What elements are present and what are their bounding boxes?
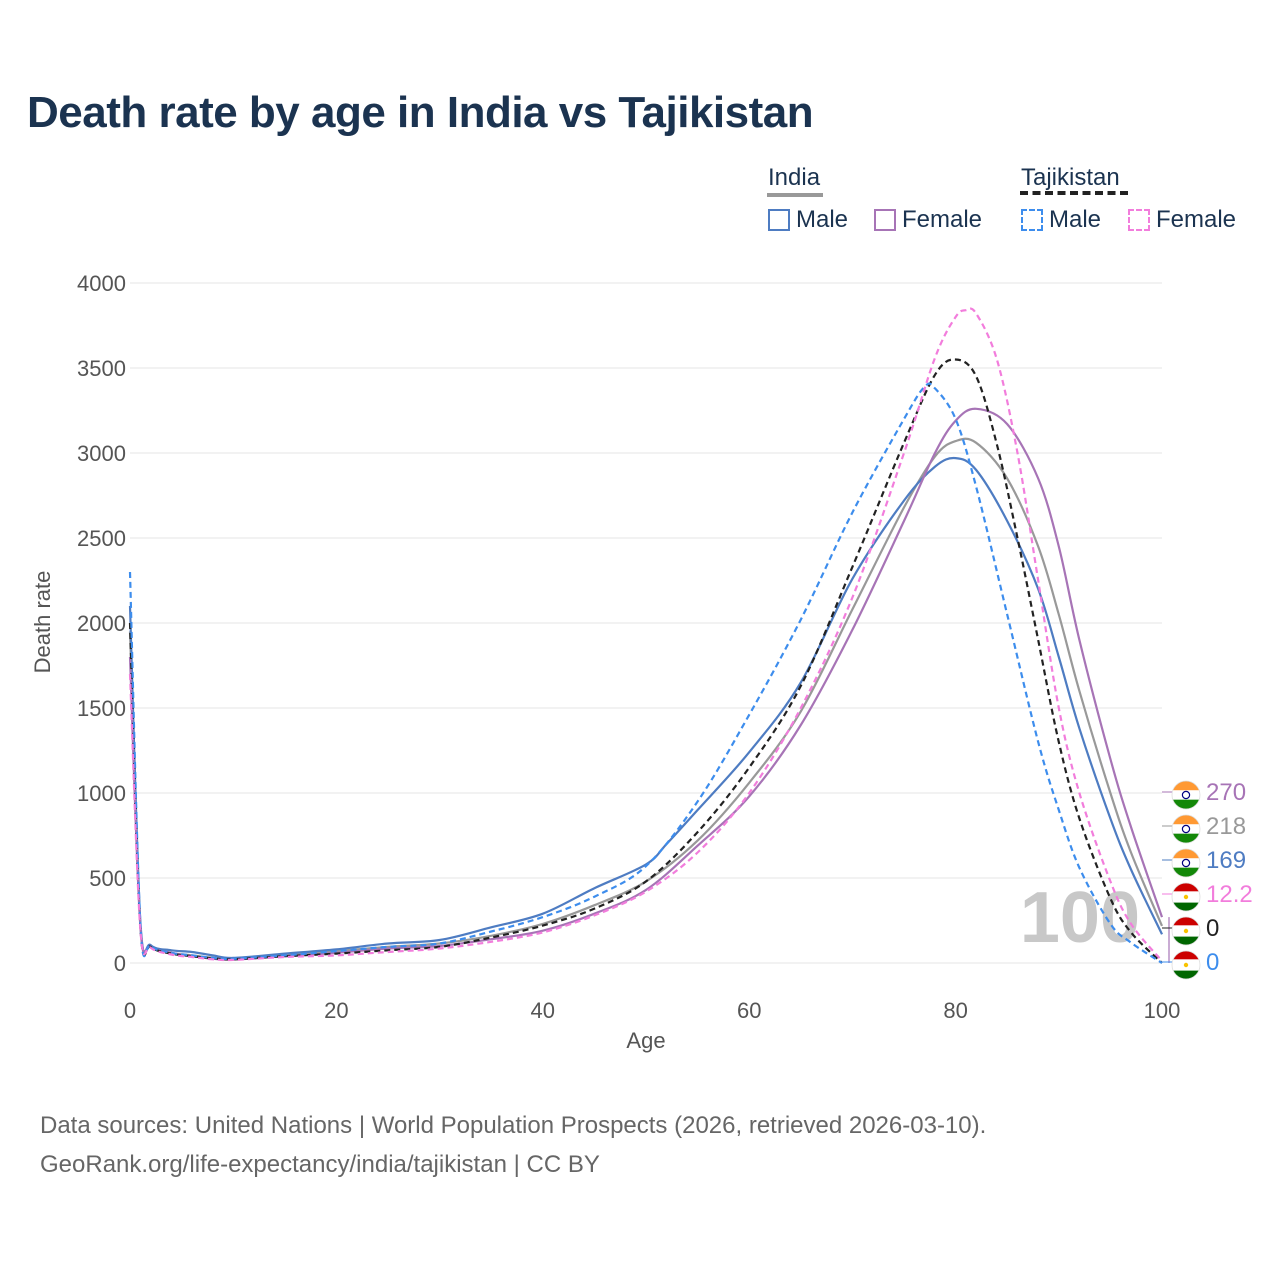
series-lines (128, 307, 1164, 964)
x-tick-label: 0 (124, 998, 136, 1023)
legend-swatch-tajikistan-male (1021, 209, 1043, 231)
y-tick-label: 0 (114, 951, 126, 976)
x-tick-label: 60 (737, 998, 761, 1023)
x-tick-label: 80 (943, 998, 967, 1023)
y-tick-label: 3500 (77, 356, 126, 381)
data-sources: Data sources: United Nations | World Pop… (40, 1106, 986, 1184)
legend-tajikistan-line (1020, 191, 1128, 195)
legend-india-male[interactable]: Male (768, 206, 848, 234)
end-label-value: 0 (1206, 949, 1219, 976)
y-axis-label: Death rate (30, 571, 55, 674)
legend-swatch-india-male (768, 209, 790, 231)
legend-tajikistan-female[interactable]: Female (1128, 206, 1236, 234)
y-tick-label: 1000 (77, 781, 126, 806)
legend-swatch-tajikistan-female (1128, 209, 1150, 231)
series-line-india-female (128, 407, 1164, 961)
legend-tajikistan-label: Tajikistan (1021, 164, 1120, 191)
y-tick-label: 4000 (77, 271, 126, 296)
india-flag-icon (1171, 814, 1201, 844)
x-tick-label: 40 (531, 998, 555, 1023)
end-label-value: 218 (1206, 813, 1246, 840)
india-flag-icon (1171, 848, 1201, 878)
x-axis-label: Age (626, 1028, 665, 1053)
end-label-value: 169 (1206, 847, 1246, 874)
axes: 0 500 1000 1500 2000 2500 3000 3500 4000 0 20 40 60 8… (77, 271, 1180, 1023)
tajikistan-flag-icon (1171, 916, 1201, 946)
end-label-value: 0 (1206, 915, 1219, 942)
y-tick-label: 2500 (77, 526, 126, 551)
series-line-tajikistan-male (128, 382, 1163, 964)
series-line-tajikistan-total (128, 358, 1163, 964)
india-flag-icon (1171, 780, 1201, 810)
end-label-value: 12.2 (1206, 881, 1253, 908)
chart-title: Death rate by age in India vs Tajikistan (27, 88, 814, 137)
legend-swatch-india-female (874, 209, 896, 231)
tajikistan-flag-icon (1171, 950, 1201, 980)
watermark-year: 100 (1020, 878, 1140, 958)
series-line-tajikistan-female (128, 307, 1163, 962)
sources-line-2[interactable]: GeoRank.org/life-expectancy/india/tajiki… (40, 1151, 600, 1178)
end-label-value: 270 (1206, 779, 1246, 806)
sources-line-1: Data sources: United Nations | World Pop… (40, 1112, 987, 1139)
legend-tajikistan-male[interactable]: Male (1021, 206, 1101, 234)
end-labels: 270 218 169 12.2 0 0 (1162, 779, 1253, 980)
legend-india-line (767, 193, 823, 197)
x-tick-label: 100 (1144, 998, 1181, 1023)
y-tick-label: 1500 (77, 696, 126, 721)
y-tick-label: 2000 (77, 611, 126, 636)
x-tick-label: 20 (324, 998, 348, 1023)
tajikistan-flag-icon (1171, 882, 1201, 912)
legend-india-female[interactable]: Female (874, 206, 982, 234)
grid (130, 282, 1162, 964)
y-tick-label: 3000 (77, 441, 126, 466)
legend-india-label: India (768, 164, 821, 191)
y-tick-label: 500 (89, 866, 126, 891)
